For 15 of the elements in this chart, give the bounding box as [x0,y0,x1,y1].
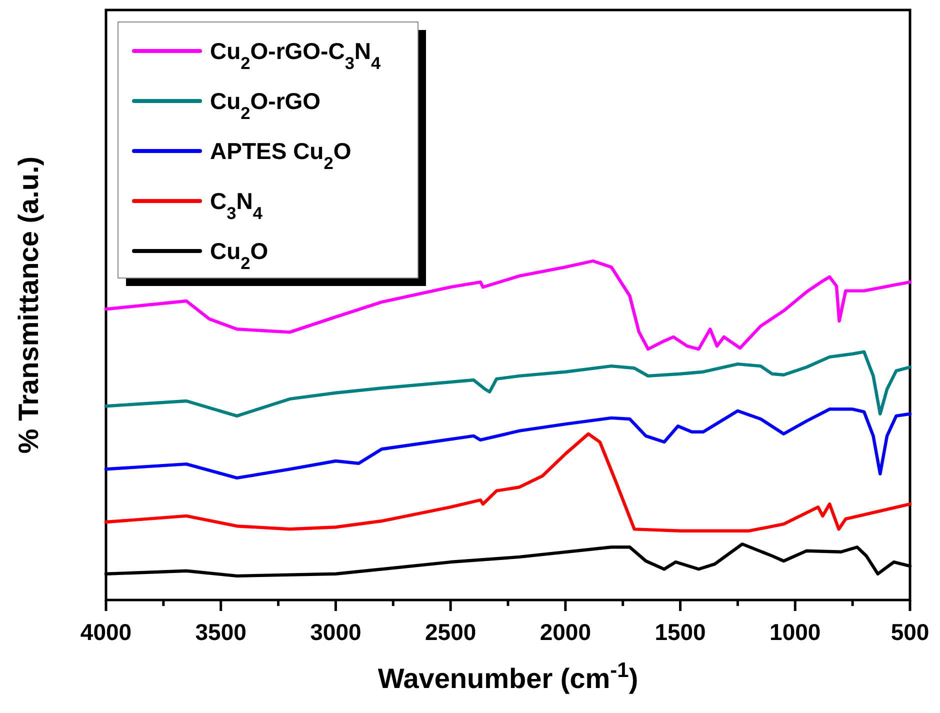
x-tick-label: 2000 [540,619,592,645]
legend-label: C$_{3}$N$_{4}$ [210,188,263,223]
x-tick-label: 1000 [770,619,821,645]
y-axis-title: % Transmittance (a.u.) [13,156,44,454]
legend-label: APTES Cu$_{2}$O [210,138,352,173]
legend-label: Cu$_{2}$O [210,238,268,273]
x-tick-label: 500 [890,619,930,645]
legend-label: Cu$_{2}$O-rGO [210,88,321,123]
legend-label: Cu$_{2}$O-rGO-C$_{3}$N$_{4}$ [210,38,382,73]
x-tick-label: 1500 [654,619,706,645]
x-tick-label: 4000 [80,619,132,645]
x-tick-label: 3500 [195,619,246,645]
x-tick-label: 3000 [310,619,362,645]
x-axis-title: Wavenumber (cm$^{-1}$) [378,658,638,694]
x-tick-label: 2500 [424,619,476,645]
